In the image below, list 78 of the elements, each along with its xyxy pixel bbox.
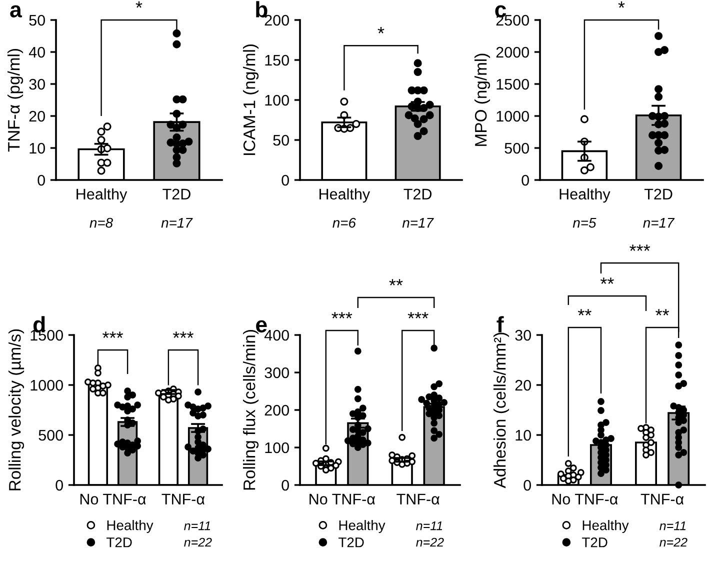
annotation: *** [172,332,194,338]
text: ** [600,278,614,284]
y-tick-label: 150 [265,54,289,66]
text: n=17 [402,218,434,228]
x-tick-label: T2D [162,188,190,200]
text: n=22 [660,538,688,547]
text: *** [630,244,650,251]
legend-label: T2D [338,537,364,548]
text: n=11 [660,521,686,530]
y-tick-label: 40 [28,46,45,58]
text: n=22 [416,538,444,547]
text: ** [578,309,592,316]
legend-label: T2D [582,537,608,548]
chart-title: f [496,316,504,332]
y-tick-label: 300 [264,367,289,378]
legend-label: Healthy [107,520,154,533]
text: n=11 [416,521,442,530]
y-tick-label: 200 [264,404,289,416]
annotation: * [378,27,384,34]
y-axis-title: Rolling flux (cells/min) [243,330,259,490]
y-tick-label: 100 [265,442,289,454]
text: n=6 [332,218,356,228]
text: *** [408,312,428,318]
x-tick-label: No TNF-α [80,494,146,505]
annotation: *** [102,332,124,338]
y-tick-label: 0 [282,174,289,186]
y-tick-label: 0 [56,480,63,491]
y-axis-title: TNF-α (pg/ml) [8,48,24,152]
y-tick-label: 1000 [496,110,529,122]
text: * [618,1,625,8]
x-tick-label: Healthy [560,188,610,203]
text: ** [656,309,670,316]
text: n=5 [572,218,596,228]
x-tick-label: TNF-α [396,494,440,505]
chart-title: e [256,320,267,332]
legend-label: Healthy [339,520,386,533]
y-axis-title: Rolling velocity (µm/s) [8,329,24,490]
y-tick-label: 400 [264,330,289,341]
x-tick-label: Healthy [76,188,128,203]
text: n=11 [184,521,210,530]
y-tick-label: 50 [29,14,45,26]
text: n=8 [90,218,113,228]
x-tick-label: T2D [404,188,432,200]
text: * [136,1,142,8]
y-axis-title: MPO (ng/ml) [474,54,490,146]
y-tick-label: 10 [30,142,45,154]
text: *** [332,312,352,318]
y-tick-label: 10 [516,430,531,441]
y-axis-title: Adhesion (cells/mm²) [494,332,510,488]
x-tick-label: Healthy [320,188,370,203]
x-tick-label: T2D [644,188,672,200]
legend-label: T2D [106,537,132,548]
y-tick-label: 20 [515,380,531,391]
y-tick-label: 0 [522,174,529,186]
text: n=17 [161,218,193,228]
y-tick-label: 30 [29,78,45,90]
text: n=17 [643,218,675,228]
text: n=22 [184,538,212,547]
chart-title: a [10,5,22,18]
y-tick-label: 500 [504,142,529,154]
y-tick-label: 2000 [496,46,529,58]
y-axis-title: ICAM-1 (ng/ml) [243,44,259,155]
x-tick-label: No TNF-α [552,494,618,505]
x-tick-label: No TNF-α [310,494,376,505]
x-tick-label: TNF-α [162,494,205,505]
legend-label: Healthy [582,520,629,533]
y-tick-label: 30 [515,330,531,341]
y-tick-label: 1500 [496,78,529,90]
y-tick-label: 500 [38,430,63,441]
y-tick-label: 20 [29,110,45,122]
y-tick-label: 1000 [30,380,63,391]
y-tick-label: 0 [282,480,289,491]
y-tick-label: 0 [38,174,45,186]
text: ** [389,279,403,286]
y-tick-label: 100 [265,94,289,106]
x-tick-label: TNF-α [640,494,684,505]
y-tick-label: 50 [273,134,289,146]
y-tick-label: 0 [524,480,531,491]
